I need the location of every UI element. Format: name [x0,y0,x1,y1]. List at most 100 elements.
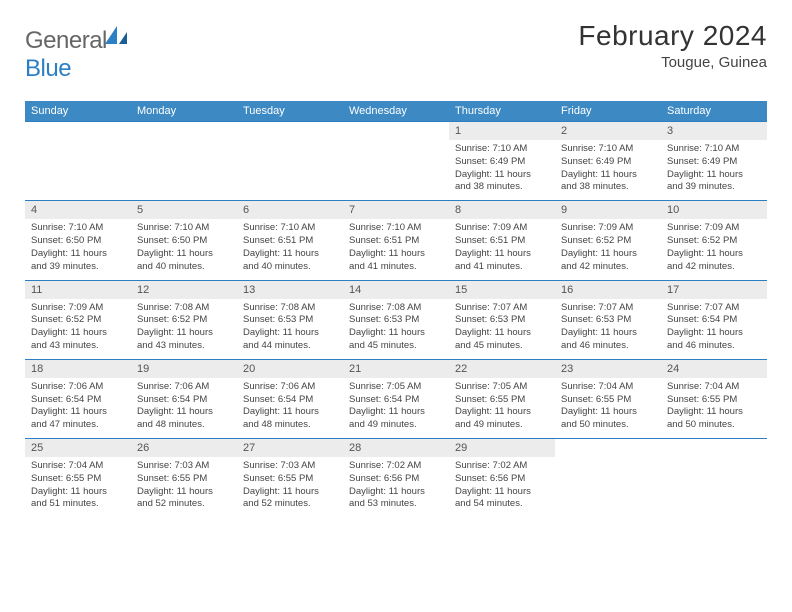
day-content-cell: Sunrise: 7:06 AMSunset: 6:54 PMDaylight:… [131,378,237,439]
day-content-cell: Sunrise: 7:08 AMSunset: 6:52 PMDaylight:… [131,299,237,360]
logo-word-a: General [25,27,107,54]
daynum-row: 11121314151617 [25,280,767,299]
day-number-cell [343,122,449,141]
logo-sail-icon [103,27,133,54]
daylight-line: Daylight: 11 hours and 44 minutes. [243,327,319,351]
day-content-cell: Sunrise: 7:02 AM Sunset: 6:56 PM Daylight:… [343,457,449,517]
day-content-cell: Sunrise: 7:09 AMSunset: 6:52 PMDaylight:… [25,299,131,360]
sunset-line: Sunset: 6:51 PM [455,235,525,246]
sunset-line: Sunset: 6:56 PM [349,473,419,484]
sunset-line: Sunset: 6:51 PM [349,235,419,246]
weekday-header: Tuesday [237,101,343,122]
day-number-cell: 13 [237,280,343,299]
day-number-cell: 4 [25,201,131,220]
sunrise-line: Sunrise: 7:04 AM [667,381,739,392]
sunset-line: Sunset: 6:53 PM [243,314,313,325]
day-number-cell: 14 [343,280,449,299]
day-content-cell: Sunrise: 7:10 AM Sunset: 6:49 PM Daylight:… [449,140,555,201]
day-content-cell [343,140,449,201]
sunset-line: Sunset: 6:50 PM [31,235,101,246]
day-number-cell: 9 [555,201,661,220]
weekday-header: Friday [555,101,661,122]
sunset-line: Sunset: 6:56 PM [455,473,525,484]
day-number-cell: 23 [555,359,661,378]
sunset-line: Sunset: 6:55 PM [561,394,631,405]
weekday-header: Thursday [449,101,555,122]
sunrise-line: Sunrise: 7:07 AM [667,302,739,313]
sunset-line: Sunset: 6:50 PM [137,235,207,246]
daylight-line: Daylight: 11 hours and 46 minutes. [561,327,637,351]
daylight-line: Daylight: 11 hours and 53 minutes. [349,486,425,510]
daylight-line: Daylight: 11 hours and 39 minutes. [667,169,743,193]
daylight-line: Daylight: 11 hours and 52 minutes. [137,486,213,510]
title-block: February 2024 Tougue, Guinea [578,20,767,71]
sunrise-line: Sunrise: 7:06 AM [31,381,103,392]
sunrise-line: Sunrise: 7:02 AM [349,460,421,471]
content-row: Sunrise: 7:09 AMSunset: 6:52 PMDaylight:… [25,299,767,360]
daylight-line: Daylight: 11 hours and 39 minutes. [31,248,107,272]
page-title: February 2024 [578,20,767,52]
sunrise-line: Sunrise: 7:10 AM [667,143,739,154]
sunrise-line: Sunrise: 7:10 AM [137,222,209,233]
daylight-line: Daylight: 11 hours and 52 minutes. [243,486,319,510]
sunrise-line: Sunrise: 7:03 AM [137,460,209,471]
sunset-line: Sunset: 6:54 PM [667,314,737,325]
day-number-cell: 27 [237,439,343,458]
daylight-line: Daylight: 11 hours and 48 minutes. [243,406,319,430]
sunrise-line: Sunrise: 7:05 AM [349,381,421,392]
sunrise-line: Sunrise: 7:10 AM [561,143,633,154]
day-content-cell: Sunrise: 7:06 AMSunset: 6:54 PMDaylight:… [237,378,343,439]
daylight-line: Daylight: 11 hours and 41 minutes. [349,248,425,272]
sunrise-line: Sunrise: 7:10 AM [243,222,315,233]
day-content-cell [661,457,767,517]
day-content-cell: Sunrise: 7:10 AMSunset: 6:50 PMDaylight:… [131,219,237,280]
sunset-line: Sunset: 6:55 PM [667,394,737,405]
daylight-line: Daylight: 11 hours and 49 minutes. [455,406,531,430]
daylight-line: Daylight: 11 hours and 48 minutes. [137,406,213,430]
sunset-line: Sunset: 6:52 PM [667,235,737,246]
day-number-cell: 10 [661,201,767,220]
sunrise-line: Sunrise: 7:04 AM [561,381,633,392]
sunrise-line: Sunrise: 7:04 AM [31,460,103,471]
sunrise-line: Sunrise: 7:07 AM [561,302,633,313]
day-content-cell: Sunrise: 7:10 AM Sunset: 6:49 PM Daylight:… [661,140,767,201]
day-number-cell: 3 [661,122,767,141]
daylight-line: Daylight: 11 hours and 41 minutes. [455,248,531,272]
sunrise-line: Sunrise: 7:10 AM [455,143,527,154]
weekday-header-row: SundayMondayTuesdayWednesdayThursdayFrid… [25,101,767,122]
day-content-cell: Sunrise: 7:07 AMSunset: 6:53 PMDaylight:… [555,299,661,360]
day-content-cell [131,140,237,201]
sunrise-line: Sunrise: 7:09 AM [667,222,739,233]
page-subtitle: Tougue, Guinea [578,54,767,71]
logo-word-b: Blue [25,55,71,82]
day-number-cell: 19 [131,359,237,378]
content-row: Sunrise: 7:10 AM Sunset: 6:49 PM Daylight:… [25,140,767,201]
day-content-cell: Sunrise: 7:05 AMSunset: 6:55 PMDaylight:… [449,378,555,439]
weekday-header: Saturday [661,101,767,122]
day-number-cell: 15 [449,280,555,299]
day-content-cell: Sunrise: 7:08 AMSunset: 6:53 PMDaylight:… [343,299,449,360]
daynum-row: 45678910 [25,201,767,220]
sunset-line: Sunset: 6:49 PM [667,156,737,167]
day-content-cell: Sunrise: 7:02 AMSunset: 6:56 PMDaylight:… [449,457,555,517]
calendar-table: SundayMondayTuesdayWednesdayThursdayFrid… [25,101,767,517]
day-content-cell: Sunrise: 7:09 AMSunset: 6:52 PMDaylight:… [555,219,661,280]
day-number-cell [25,122,131,141]
daylight-line: Daylight: 11 hours and 38 minutes. [455,169,531,193]
day-content-cell: Sunrise: 7:08 AMSunset: 6:53 PMDaylight:… [237,299,343,360]
weekday-header: Monday [131,101,237,122]
sunset-line: Sunset: 6:53 PM [349,314,419,325]
page-header: GeneralBlue February 2024 Tougue, Guinea [25,20,767,83]
daylight-line: Daylight: 11 hours and 49 minutes. [349,406,425,430]
sunset-line: Sunset: 6:51 PM [243,235,313,246]
sunrise-line: Sunrise: 7:07 AM [455,302,527,313]
day-number-cell: 8 [449,201,555,220]
sunset-line: Sunset: 6:55 PM [243,473,313,484]
daylight-line: Daylight: 11 hours and 38 minutes. [561,169,637,193]
daylight-line: Daylight: 11 hours and 50 minutes. [561,406,637,430]
sunset-line: Sunset: 6:49 PM [455,156,525,167]
sunset-line: Sunset: 6:53 PM [455,314,525,325]
day-number-cell: 16 [555,280,661,299]
day-content-cell: Sunrise: 7:07 AMSunset: 6:54 PMDaylight:… [661,299,767,360]
sunset-line: Sunset: 6:55 PM [137,473,207,484]
